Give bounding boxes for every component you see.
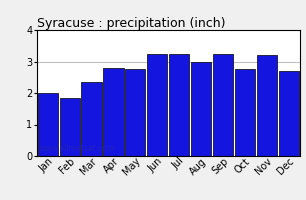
Bar (169, 54, 189, 156)
Bar (125, 69, 145, 156)
Bar (257, 55, 277, 156)
Bar (103, 68, 124, 156)
Bar (38, 93, 58, 156)
Bar (191, 62, 211, 156)
Bar (147, 54, 167, 156)
Bar (213, 54, 233, 156)
Bar (81, 82, 102, 156)
Text: Syracuse : precipitation (inch): Syracuse : precipitation (inch) (37, 17, 225, 30)
Bar (60, 98, 80, 156)
Text: www.allmetsat.com: www.allmetsat.com (39, 144, 114, 153)
Bar (279, 71, 299, 156)
Bar (235, 69, 255, 156)
